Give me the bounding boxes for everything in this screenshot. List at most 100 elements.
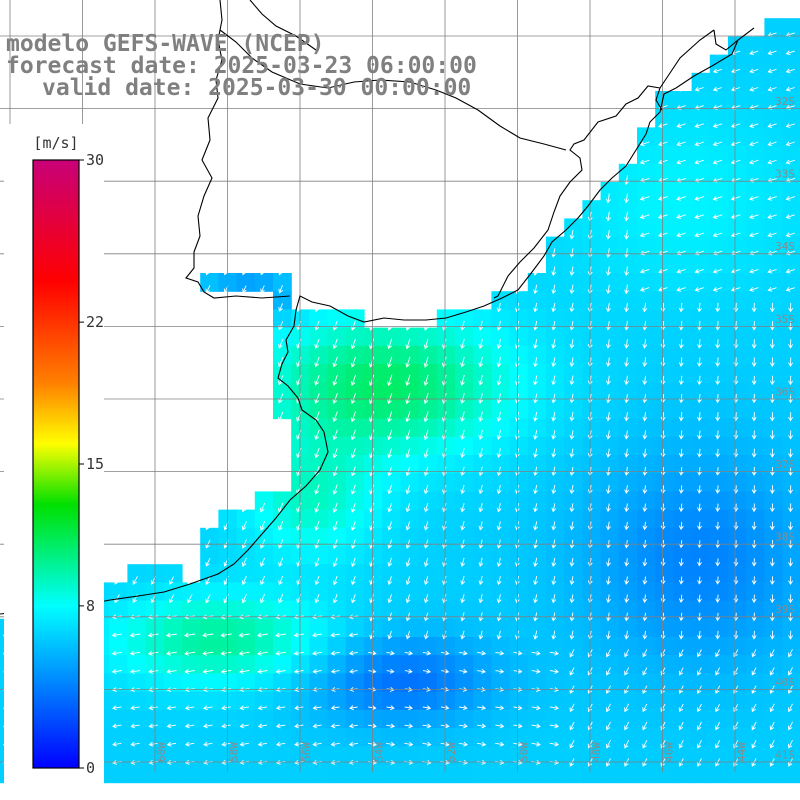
wind-cell [127,691,147,711]
wind-arrow [769,430,775,440]
wind-cell [782,145,800,165]
wind-cell [637,254,656,274]
wind-arrow [788,448,793,458]
wind-cell [564,709,583,729]
wind-cell [273,273,292,292]
wind-cell [345,709,365,729]
wind-cell [273,655,292,674]
wind-cell [709,345,729,365]
wind-cell [345,364,365,383]
wind-cell [582,345,602,365]
wind-arrow [387,466,393,477]
wind-arrow [239,741,249,747]
wind-arrow [332,356,338,368]
wind-arrow [405,392,411,405]
wind-cell [436,527,456,547]
wind-cell [527,309,547,329]
wind-arrow [569,357,575,368]
wind-cell [491,309,511,329]
wind-arrow [785,268,795,274]
wind-cell [527,728,547,747]
wind-arrow [221,723,231,729]
wind-cell [709,382,729,401]
wind-cell [673,309,693,329]
wind-arrow [660,721,666,731]
wind-cell [655,455,674,474]
wind-arrow [387,557,393,567]
wind-arrow [404,705,413,711]
wind-arrow [624,630,630,640]
wind-cell [564,291,583,310]
wind-cell [655,309,674,329]
wind-cell [728,436,747,456]
wind-arrow [751,485,757,494]
wind-arrow [350,338,356,350]
wind-arrow [624,266,630,277]
wind-arrow [348,723,358,729]
wind-arrow [639,232,650,238]
wind-arrow [767,232,777,238]
wind-arrow [220,632,232,638]
wind-cell [564,546,583,565]
wind-cell [491,637,511,656]
wind-cell [254,728,274,747]
wind-arrow [184,650,196,656]
wind-cell [691,309,711,329]
wind-cell [527,418,547,438]
wind-cell [673,764,693,784]
wind-arrow [696,739,702,749]
wind-cell [455,655,474,674]
wind-cell [728,600,747,620]
wind-cell [473,764,492,784]
wind-cell [527,400,547,420]
wind-cell [236,746,256,765]
wind-cell [327,637,347,656]
wind-arrow [569,594,575,604]
wind-arrow [184,705,195,711]
wind-cell [527,546,547,565]
wind-arrow [642,503,648,513]
wind-cell [582,491,602,511]
wind-arrow [624,229,630,240]
wind-cell [564,364,583,383]
wind-cell [273,400,292,420]
wind-cell [254,637,274,656]
wind-cell [655,400,674,420]
wind-cell [728,691,747,711]
wind-arrow [769,375,775,386]
wind-cell [564,637,583,656]
wind-cell [582,236,602,256]
wind-arrow [423,503,429,513]
wind-arrow [715,302,721,313]
wind-arrow [533,576,539,586]
wind-arrow [350,429,356,441]
wind-cell [600,254,620,274]
wind-cell [709,509,729,529]
wind-arrow [533,357,538,368]
wind-cell [473,400,492,420]
wind-arrow [387,484,393,495]
wind-cell [473,691,492,711]
wind-arrow [349,705,358,711]
wind-cell [746,655,765,674]
wind-arrow [730,268,741,274]
wind-cell [327,582,347,602]
wind-cell [400,582,420,602]
wind-cell [782,182,800,201]
wind-cell [746,455,765,474]
wind-arrow [605,193,611,204]
wind-arrow [751,594,757,604]
wind-cell [709,455,729,474]
wind-cell [364,509,383,529]
wind-arrow [551,430,557,440]
wind-cell [637,546,656,565]
wind-arrow [166,741,177,747]
wind-cell [728,345,747,365]
wind-cell [309,527,329,547]
wind-cell [345,728,365,747]
wind-cell [564,673,583,693]
wind-cell [491,546,511,565]
wind-arrow [697,630,702,640]
wind-cell [455,455,474,474]
wind-cell [746,91,765,110]
